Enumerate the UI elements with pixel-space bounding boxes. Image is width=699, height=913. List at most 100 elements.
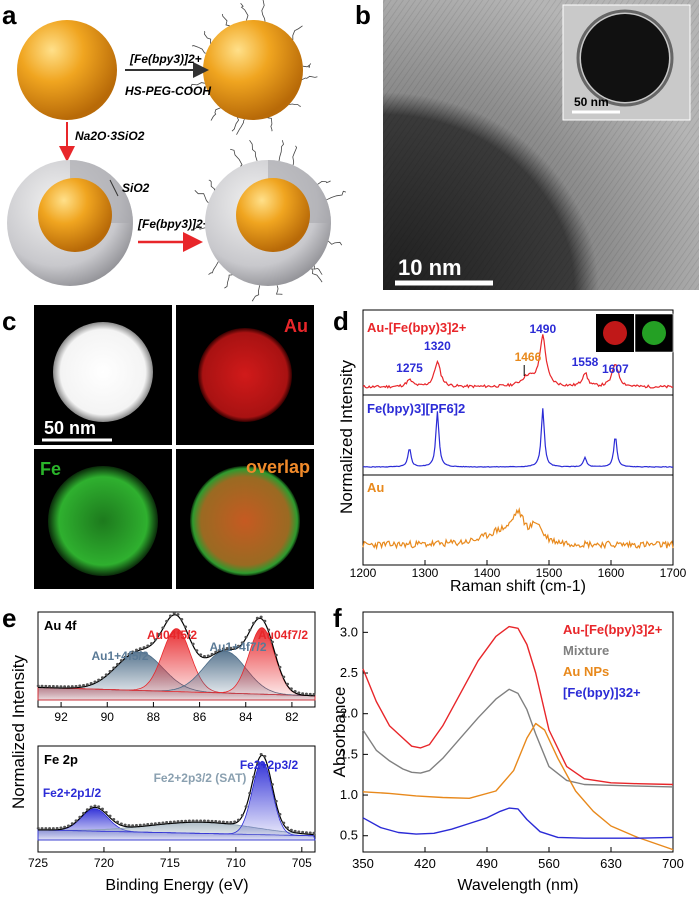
xps-envelope (38, 614, 316, 697)
xps-au-tick-label: 92 (54, 710, 68, 724)
overlap-map-particle (190, 466, 300, 576)
xps-y-axis-label: Normalized Intensity (9, 655, 28, 810)
xps-fe-frame (37, 745, 316, 853)
panel-e-label: e (2, 603, 16, 633)
xps-fe-peak-label: Fe2+2p3/2 (240, 758, 299, 772)
ligand-strand (240, 3, 249, 21)
xps-au-frame (37, 611, 316, 708)
uvvis-y-tick-label: 2.0 (340, 706, 358, 721)
xps-fe-tick-label: 705 (292, 856, 312, 870)
ligand-strand (252, 285, 260, 302)
tem-inset-particle (581, 14, 669, 102)
raman-x-tick-label: 1400 (474, 566, 501, 580)
gold-core-2 (236, 178, 310, 252)
tem-inset-shell (576, 9, 674, 107)
ligand-strand (301, 75, 318, 81)
ligand-strand (328, 240, 343, 246)
raman-x-axis-label: Raman shift (cm-1) (450, 578, 586, 595)
raman-trace-au-fe (362, 334, 674, 389)
xps-fe-tick-label: 710 (226, 856, 246, 870)
xps-au-tick-label: 90 (101, 710, 115, 724)
panel-b-label: b (355, 0, 371, 30)
uvvis-legend-entry: [Fe(bpy)]32+ (563, 685, 641, 700)
ligand-strand (203, 30, 212, 44)
panel-b: b 50 nm 10 nm (355, 0, 699, 290)
ligand-strand (224, 274, 233, 289)
raman-peak-label: 1490 (529, 322, 556, 336)
xps-au-tick-label: 84 (239, 710, 253, 724)
ligand-strand (221, 13, 230, 27)
uvvis-x-tick-label: 700 (662, 856, 684, 871)
ligand-molecules-top (190, 0, 318, 135)
xps-x-axis-label: Binding Energy (eV) (105, 877, 248, 894)
panel-d-label: d (333, 306, 349, 336)
uvvis-legend-entry: Mixture (563, 643, 609, 658)
inset-scalebar-label: 50 nm (574, 95, 609, 109)
uvvis-series (362, 625, 674, 851)
xps-fe-peak-label: Fe2+2p1/2 (43, 786, 102, 800)
shell-label: SiO2 (122, 181, 150, 195)
ligand-strand (190, 82, 205, 91)
raman-trace-fe-pf6 (362, 408, 674, 468)
xps-fe-tick-label: 725 (28, 856, 48, 870)
raman-x-tick-label: 1300 (412, 566, 439, 580)
xps-axes: 92 90 88 86 84 82 725 720 715 710 705 (28, 702, 312, 870)
ligand-strand (313, 265, 323, 275)
raman-y-axis-label: Normalized Intensity (337, 360, 356, 515)
xps-component-peak (37, 760, 316, 841)
ligand-strand (310, 268, 323, 283)
ligand-strand (292, 25, 303, 40)
eds-scalebar-label: 50 nm (44, 418, 96, 438)
uvvis-series-line (362, 722, 674, 851)
xps-component-peak (37, 627, 316, 701)
ligand-strand (292, 145, 298, 166)
panel-f: f 350 420 490 560 630 700 0.5 1.0 1.5 2.0 2.5 3.0 A… (330, 603, 684, 894)
panel-a-label: a (2, 0, 17, 30)
uvvis-series-line (362, 807, 674, 839)
panel-f-label: f (333, 603, 342, 633)
bottom-arrow-label: [Fe(bpy3)]2+ (137, 217, 210, 231)
uvvis-y-tick-label: 2.5 (340, 665, 358, 680)
xps-au-peak-label: Au04f5/2 (147, 628, 197, 642)
xps-au-spectrum (36, 612, 316, 701)
uvvis-y-axis-label: Absorbance (330, 687, 349, 778)
xps-fe-peak-label: Fe2+2p3/2 (SAT) (154, 771, 247, 785)
ligand-strand (194, 190, 209, 204)
xps-au-tick-label: 82 (285, 710, 299, 724)
gold-nanoparticle-functionalized (203, 20, 303, 120)
ligand-strand (326, 190, 347, 201)
uvvis-series-line (362, 625, 674, 786)
ligand-strand (249, 139, 258, 162)
au-map-particle (198, 328, 292, 422)
ligand-strand (302, 63, 312, 68)
uvvis-x-axis-label: Wavelength (nm) (457, 877, 578, 894)
raman-peak-label: 1320 (424, 339, 451, 353)
ligand-strand (278, 140, 284, 162)
raman-peak-label: 1558 (572, 355, 599, 369)
uvvis-legend: Au-[Fe(bpy)3]2+ Mixture Au NPs [Fe(bpy)]32+ (563, 622, 663, 700)
raman-x-tick-label: 1200 (350, 566, 377, 580)
gold-nanoparticle-bare (17, 20, 117, 120)
ligand-strand (261, 0, 266, 22)
ligand-strand (230, 148, 243, 167)
uvvis-axes: 350 420 490 560 630 700 0.5 1.0 1.5 2.0 2.5 3.0 (340, 624, 684, 871)
shell-pointer (109, 179, 119, 197)
xps-au-peak-label: Au1+4f7/2 (209, 640, 266, 654)
raman-peak-label: 1607 (602, 362, 629, 376)
uvvis-x-tick-label: 420 (414, 856, 436, 871)
raman-trace-label-3: Au (367, 480, 384, 495)
top-arrow-label-peg: HS-PEG-COOH (125, 84, 211, 98)
raman-peak-label: 1275 (396, 361, 423, 375)
xps-au-tick-label: 86 (193, 710, 207, 724)
uvvis-legend-entry: Au NPs (563, 664, 609, 679)
raman-trace-au (362, 507, 674, 551)
ligand-strand (193, 223, 206, 230)
ligand-strand (208, 179, 216, 191)
xps-au-title: Au 4f (44, 618, 77, 633)
raman-plot-frame (362, 309, 674, 566)
raman-trace-label-1: Au-[Fe(bpy)3]2+ (367, 320, 467, 335)
raman-trace-label-2: Fe(bpy)3][PF6]2 (367, 401, 465, 416)
uvvis-y-tick-label: 1.0 (340, 787, 358, 802)
